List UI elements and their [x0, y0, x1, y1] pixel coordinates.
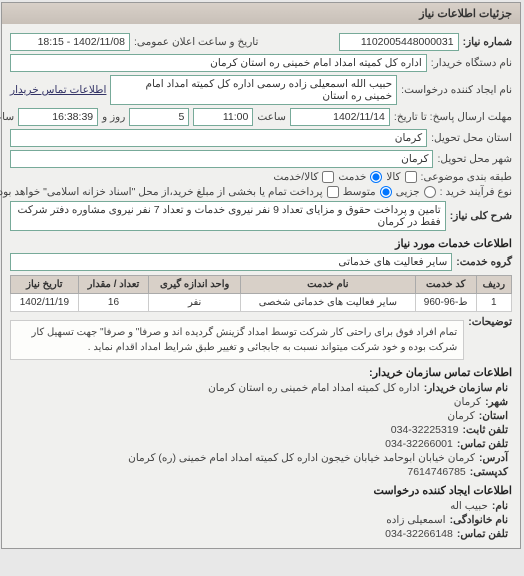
service-radio[interactable] — [371, 171, 383, 183]
desc-label: شرح کلی نیاز: — [451, 210, 513, 222]
row-supply-type: طبقه بندی موضوعی: کالا خدمت کالا/خدمت — [11, 171, 513, 183]
req-number-field: 1102005448000031 — [340, 33, 460, 51]
deadline-label: مهلت ارسال پاسخ: تا تاریخ: — [395, 111, 513, 123]
col-code: کد خدمت — [416, 276, 477, 294]
services-table: ردیف کد خدمت نام خدمت واحد اندازه گیری ت… — [11, 275, 513, 312]
note-label: توضیحات: — [469, 316, 513, 328]
both-checkbox[interactable] — [323, 171, 335, 183]
goods-label: کالا — [387, 171, 401, 183]
cc-name-label: نام: — [493, 500, 509, 512]
col-unit: واحد اندازه گیری — [150, 276, 242, 294]
medium-label: متوسط — [344, 186, 377, 198]
deadline-time-field: 11:00 — [194, 108, 254, 126]
col-qty: تعداد / مقدار — [79, 276, 150, 294]
service-label: خدمت — [339, 171, 367, 183]
table-row: 1 ط-96-960 سایر فعالیت های خدماتی شخصی ن… — [12, 294, 513, 312]
row-deadline: مهلت ارسال پاسخ: تا تاریخ: 1402/11/14 سا… — [11, 108, 513, 126]
cell-name: سایر فعالیت های خدماتی شخصی — [242, 294, 417, 312]
col-rownum: ردیف — [477, 276, 512, 294]
desc-field: تامین و پرداخت حقوق و مزایای تعداد 9 نفر… — [11, 201, 447, 231]
payment-checkbox[interactable] — [328, 186, 340, 198]
row-buyer-org: نام دستگاه خریدار: اداره کل کمیته امداد … — [11, 54, 513, 72]
purchase-type-label: نوع فرآیند خرید : — [441, 186, 513, 198]
cb-city-label: شهر: — [486, 396, 509, 408]
cc-phone-label: تلفن تماس: — [458, 528, 509, 540]
cb-city: کرمان — [455, 396, 482, 408]
buyer-contact-link[interactable]: اطلاعات تماس خریدار — [11, 84, 107, 96]
row-reqnum-date: شماره نیاز: 1102005448000031 تاریخ و ساع… — [11, 33, 513, 51]
contact-creator-section: نام: حبیب اله نام خانوادگی: اسمعیلی زاده ت… — [11, 500, 509, 540]
row-province: استان محل تحویل: کرمان — [11, 129, 513, 147]
services-table-body: 1 ط-96-960 سایر فعالیت های خدماتی شخصی ن… — [12, 294, 513, 312]
cc-family-label: نام خانوادگی: — [451, 514, 509, 526]
cb-fax: 034-32266001 — [386, 438, 454, 450]
days-field: 5 — [130, 108, 190, 126]
cell-rownum: 1 — [477, 294, 512, 312]
contact-buyer-title: اطلاعات تماس سازمان خریدار: — [11, 366, 513, 379]
deadline-date-field: 1402/11/14 — [291, 108, 391, 126]
services-table-head: ردیف کد خدمت نام خدمت واحد اندازه گیری ت… — [12, 276, 513, 294]
cc-phone: 034-32266148 — [386, 528, 454, 540]
public-date-label: تاریخ و ساعت اعلان عمومی: — [135, 36, 259, 48]
cb-phone: 034-32225319 — [392, 424, 460, 436]
cell-qty: 16 — [79, 294, 150, 312]
goods-checkbox[interactable] — [406, 171, 418, 183]
col-name: نام خدمت — [242, 276, 417, 294]
cb-fax-label: تلفن تماس: — [458, 438, 509, 450]
details-panel: جزئیات اطلاعات نیاز شماره نیاز: 11020054… — [2, 2, 522, 549]
services-title: اطلاعات خدمات مورد نیاز — [11, 237, 513, 250]
remaining-field: 16:38:39 — [19, 108, 99, 126]
delivery-province-field: کرمان — [11, 129, 428, 147]
req-number-label: شماره نیاز: — [464, 36, 513, 48]
cb-province: کرمان — [448, 410, 475, 422]
cell-unit: نفر — [150, 294, 242, 312]
delivery-city-label: شهر محل تحویل: — [438, 153, 513, 165]
deadline-time-label: ساعت — [258, 111, 287, 123]
panel-title: جزئیات اطلاعات نیاز — [3, 3, 521, 24]
cc-family: اسمعیلی زاده — [387, 514, 446, 526]
remaining-label: ساعت باقی مانده — [0, 111, 15, 123]
delivery-province-label: استان محل تحویل: — [432, 132, 513, 144]
buyer-org-field: اداره کل کمیته امداد امام خمینی ره استان… — [11, 54, 428, 72]
row-note: توضیحات: تمام افراد فوق برای راحتی کار ش… — [11, 316, 513, 360]
contact-creator-title: اطلاعات ایجاد کننده درخواست — [11, 484, 513, 497]
panel-body: شماره نیاز: 1102005448000031 تاریخ و ساع… — [3, 24, 521, 548]
service-group-field: سایر فعالیت های خدماتی — [11, 253, 453, 271]
days-label: روز و — [103, 111, 126, 123]
note-box: تمام افراد فوق برای راحتی کار شرکت توسط … — [11, 320, 465, 360]
cb-phone-label: تلفن ثابت: — [464, 424, 509, 436]
contact-buyer-section: نام سازمان خریدار: اداره کل کمیته امداد ا… — [11, 382, 509, 478]
minor-radio[interactable] — [425, 186, 437, 198]
col-date: تاریخ نیاز — [12, 276, 80, 294]
minor-label: جزیی — [397, 186, 421, 198]
medium-radio[interactable] — [381, 186, 393, 198]
cb-postal-label: کدپستی: — [471, 466, 509, 478]
payment-note: پرداخت تمام یا بخشی از مبلغ خرید،از محل … — [0, 186, 324, 198]
buyer-org-label: نام دستگاه خریدار: — [432, 57, 513, 69]
cb-org: اداره کل کمیته امداد امام خمینی ره استان… — [209, 382, 421, 394]
cell-code: ط-96-960 — [416, 294, 477, 312]
both-label: کالا/خدمت — [274, 171, 319, 183]
cb-org-label: نام سازمان خریدار: — [425, 382, 509, 394]
delivery-city-field: کرمان — [11, 150, 434, 168]
public-date-field: 1402/11/08 - 18:15 — [11, 33, 131, 51]
cb-address-label: آدرس: — [480, 452, 509, 464]
cell-date: 1402/11/19 — [12, 294, 80, 312]
cb-province-label: استان: — [480, 410, 509, 422]
row-service-group: گروه خدمت: سایر فعالیت های خدماتی — [11, 253, 513, 271]
cc-name: حبیب اله — [451, 500, 489, 512]
requester-label: نام ایجاد کننده درخواست: — [402, 84, 513, 96]
row-purchase-type: نوع فرآیند خرید : جزیی متوسط پرداخت تمام… — [11, 186, 513, 198]
cb-postal: 7614746785 — [408, 466, 466, 478]
requester-field: حبیب الله اسمعیلی زاده رسمی اداره کل کمی… — [111, 75, 398, 105]
row-desc: شرح کلی نیاز: تامین و پرداخت حقوق و مزای… — [11, 201, 513, 231]
row-city: شهر محل تحویل: کرمان — [11, 150, 513, 168]
service-group-label: گروه خدمت: — [457, 256, 513, 268]
cb-address: کرمان خیابان ابوحامد خیابان خیجون اداره … — [129, 452, 476, 464]
row-requester: نام ایجاد کننده درخواست: حبیب الله اسمعی… — [11, 75, 513, 105]
supply-type-label: طبقه بندی موضوعی: — [422, 171, 513, 183]
